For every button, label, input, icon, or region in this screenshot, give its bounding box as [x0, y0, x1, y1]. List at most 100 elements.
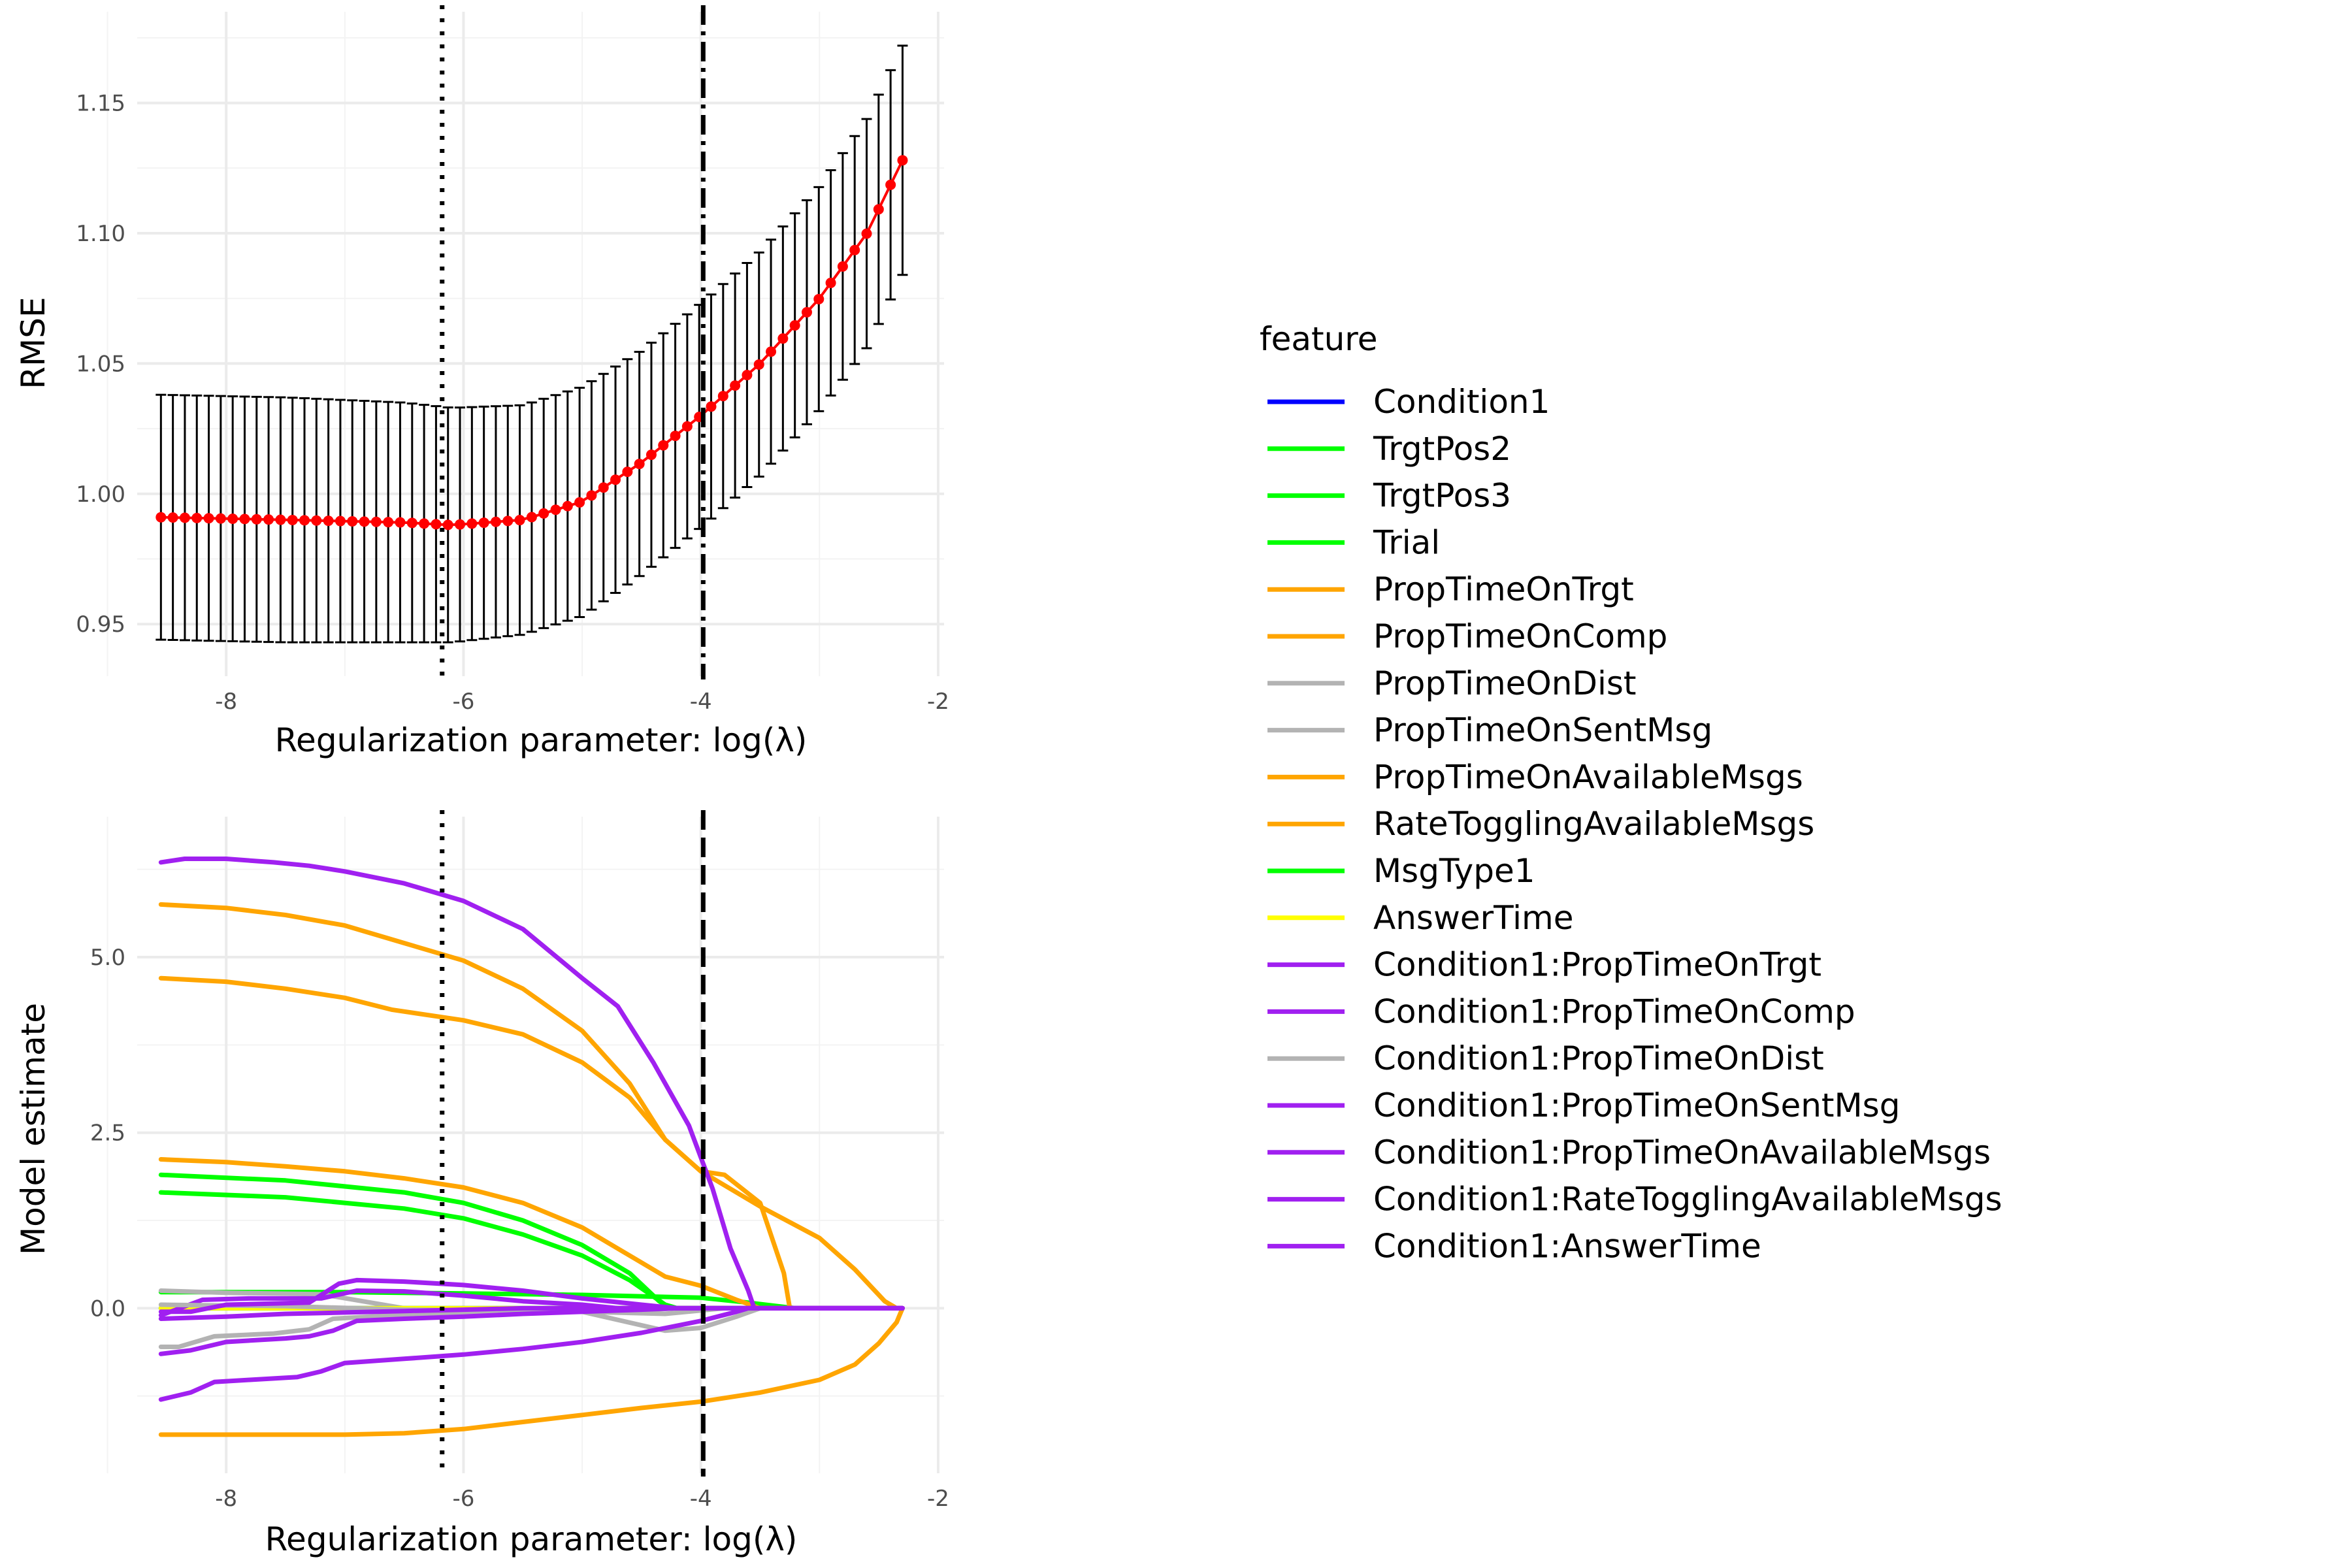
rmse-point	[766, 346, 777, 357]
rmse-point	[550, 504, 561, 515]
y-tick-label: 0.95	[76, 612, 125, 638]
rmse-point	[478, 517, 489, 529]
legend-item: Condition1	[1267, 383, 1550, 421]
legend-label: Condition1:PropTimeOnDist	[1373, 1039, 1824, 1077]
series-line-trgtpos3	[158, 1172, 905, 1311]
rmse-point	[370, 516, 382, 527]
legend-label: PropTimeOnDist	[1373, 664, 1637, 702]
rmse-point	[311, 515, 322, 526]
legend: feature Condition1 TrgtPos2 TrgtPos3 Trial P…	[1260, 320, 2002, 1265]
x-tick-label: -8	[215, 1486, 237, 1512]
rmse-point	[742, 370, 753, 381]
coef-reference-lines	[440, 810, 706, 1477]
rmse-point	[622, 466, 633, 478]
rmse-point	[873, 204, 884, 215]
legend-label: Condition1:RateTogglingAvailableMsgs	[1373, 1181, 2002, 1218]
rmse-point	[813, 293, 825, 304]
rmse-point	[789, 320, 800, 331]
rmse-point	[323, 515, 334, 527]
rmse-point	[658, 440, 669, 451]
rmse-point	[455, 519, 466, 530]
legend-item: Condition1:PropTimeOnComp	[1267, 992, 1855, 1030]
legend-item: PropTimeOnDist	[1267, 664, 1637, 702]
series-line-condition1-proptimeoncomp	[158, 1288, 905, 1318]
rmse-y-tick-labels: 0.95 1.00 1.05 1.10 1.15	[76, 91, 125, 638]
rmse-point	[574, 497, 585, 508]
rmse-point	[395, 517, 406, 528]
rmse-errorbars	[155, 44, 908, 644]
series-line-condition1-proptimeonsentmsg	[158, 1277, 905, 1315]
rmse-point	[442, 519, 453, 531]
rmse-point	[419, 518, 430, 529]
legend-label: TrgtPos2	[1373, 430, 1511, 468]
rmse-point	[227, 514, 238, 525]
x-tick-label: -8	[215, 689, 237, 715]
rmse-point	[466, 518, 478, 529]
legend-label: PropTimeOnSentMsg	[1373, 711, 1712, 749]
rmse-gridlines	[106, 12, 944, 676]
rmse-point	[706, 401, 717, 412]
rmse-point	[167, 512, 178, 523]
rmse-point	[837, 261, 848, 272]
legend-item: Condition1:PropTimeOnSentMsg	[1267, 1086, 1900, 1124]
legend-item: TrgtPos3	[1267, 477, 1511, 515]
legend-label: Condition1:PropTimeOnTrgt	[1373, 946, 1821, 984]
series-line-proptimeonavailablemsgs	[158, 1157, 905, 1311]
rmse-point	[335, 515, 346, 527]
coef-gridlines	[106, 817, 944, 1473]
coefficient-path-panel: -8 -6 -4 -2 0.0 2.5 5.0 Regularization parame…	[14, 810, 949, 1558]
x-tick-label: -6	[452, 1486, 474, 1512]
rmse-point	[849, 244, 860, 255]
y-tick-label: 2.5	[90, 1120, 125, 1147]
rmse-point	[502, 515, 514, 527]
y-tick-label: 1.10	[76, 221, 125, 247]
legend-item: Condition1:PropTimeOnAvailableMsgs	[1267, 1134, 1991, 1171]
rmse-point	[431, 519, 442, 530]
legend-item: PropTimeOnAvailableMsgs	[1267, 758, 1803, 796]
legend-item: Trial	[1267, 523, 1440, 561]
rmse-point	[179, 512, 190, 523]
legend-item: AnswerTime	[1267, 899, 1574, 937]
rmse-point	[562, 500, 573, 512]
rmse-reference-lines	[440, 5, 706, 679]
rmse-point	[359, 516, 370, 527]
rmse-point	[538, 508, 549, 519]
rmse-point	[263, 514, 274, 525]
y-tick-label: 1.15	[76, 91, 125, 117]
rmse-point	[801, 306, 812, 318]
series-line-proptimeoncomp	[158, 975, 905, 1311]
legend-label: Condition1:PropTimeOnSentMsg	[1373, 1086, 1900, 1124]
rmse-point	[610, 474, 621, 485]
rmse-point	[251, 514, 262, 525]
y-tick-label: 1.05	[76, 351, 125, 377]
y-tick-label: 5.0	[90, 945, 125, 971]
series-line-condition1-answertime	[158, 1305, 905, 1321]
rmse-point	[634, 459, 645, 470]
series-line-condition1-ratetogglingavailablemsgs	[158, 1305, 905, 1402]
x-tick-label: -4	[690, 689, 712, 715]
legend-items: Condition1 TrgtPos2 TrgtPos3 Trial PropTimeO…	[1267, 383, 2002, 1265]
series-line-ratetogglingavailablemsgs	[158, 1305, 905, 1437]
rmse-y-axis-title: RMSE	[14, 297, 52, 389]
y-tick-label: 1.00	[76, 482, 125, 508]
rmse-point	[406, 517, 417, 529]
rmse-panel: -8 -6 -4 -2 0.95 1.00 1.05 1.10 1.15 Regulariza…	[14, 5, 949, 759]
legend-label: Condition1:PropTimeOnComp	[1373, 992, 1855, 1030]
legend-item: MsgType1	[1267, 852, 1535, 890]
legend-item: PropTimeOnComp	[1267, 617, 1667, 655]
rmse-point	[514, 515, 525, 526]
y-tick-label: 0.0	[90, 1296, 125, 1322]
rmse-point	[670, 431, 681, 442]
legend-label: Condition1:PropTimeOnAvailableMsgs	[1373, 1134, 1991, 1171]
legend-label: MsgType1	[1373, 852, 1535, 890]
rmse-point	[730, 380, 741, 391]
legend-label: PropTimeOnTrgt	[1373, 570, 1634, 608]
rmse-point	[287, 514, 298, 525]
rmse-point	[681, 421, 693, 432]
legend-label: Trial	[1373, 523, 1440, 561]
rmse-point	[897, 155, 908, 166]
coef-series-lines	[158, 857, 905, 1437]
rmse-point	[526, 512, 537, 523]
rmse-point	[753, 359, 764, 370]
